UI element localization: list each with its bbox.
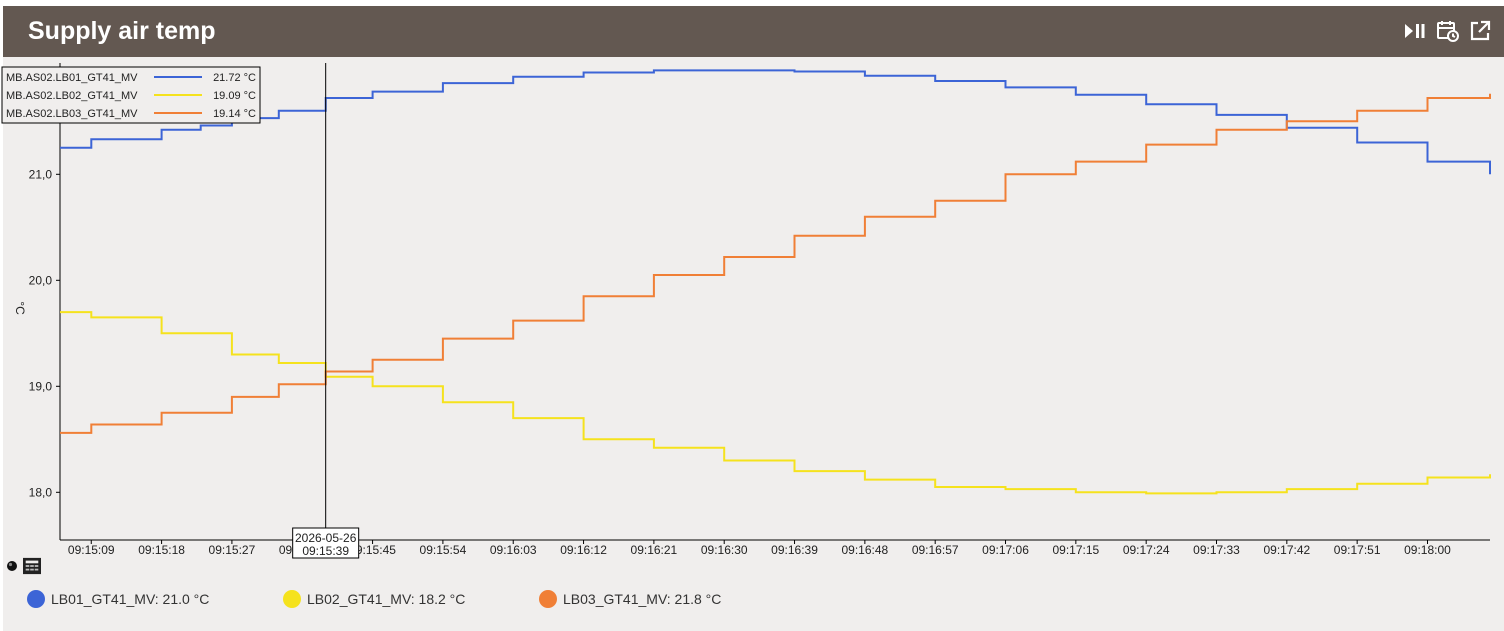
point-marker-icon[interactable] [3, 557, 21, 575]
panel-title: Supply air temp [28, 17, 216, 45]
cursor-date: 2026-05-26 [295, 531, 357, 545]
x-tick-label: 09:17:06 [982, 543, 1029, 557]
legend-item-lb02[interactable]: LB02_GT41_MV: 18.2 °C [283, 587, 465, 611]
series-line [60, 311, 1491, 495]
cursor-label-frame [292, 527, 360, 559]
y-tick-label: 18,0 [29, 485, 53, 499]
value-tooltip: MB.AS02.LB01_GT41_MV 21.72 °C MB.AS02.LB02… [1, 66, 261, 124]
series-line [60, 93, 1491, 434]
y-tick-label: 21,0 [29, 167, 53, 181]
x-tick-label: 09:15:27 [209, 543, 256, 557]
legend-item-lb03[interactable]: LB03_GT41_MV: 21.8 °C [539, 587, 721, 611]
legend-item-lb01[interactable]: LB01_GT41_MV: 21.0 °C [27, 587, 209, 611]
tooltip-frame [1, 66, 261, 124]
x-tick-label: 09:15:54 [420, 543, 467, 557]
legend-label: LB01_GT41_MV: 21.0 °C [51, 591, 210, 607]
x-tick-label: 09:16:12 [560, 543, 607, 557]
legend-label: LB02_GT41_MV: 18.2 °C [307, 591, 466, 607]
tooltip-series-value: 19.14 °C [213, 108, 256, 120]
x-axis: 09:15:0909:15:1809:15:2709:15:3609:15:45… [60, 539, 1490, 557]
play-pause-icon[interactable] [1402, 18, 1428, 44]
series-layer [60, 69, 1491, 495]
x-tick-label: 09:16:48 [842, 543, 889, 557]
tooltip-series-name: MB.AS02.LB02_GT41_MV [6, 90, 138, 102]
tooltip-series-name: MB.AS02.LB01_GT41_MV [6, 72, 138, 84]
line-chart[interactable]: 18,0 19,0 20,0 21,0 °C 09:15:09 09:15:18 09:15… [0, 0, 1504, 585]
x-tick-label: 09:17:24 [1123, 543, 1170, 557]
x-tick-label: 09:16:39 [771, 543, 818, 557]
open-external-icon[interactable] [1467, 18, 1493, 44]
y-axis: 18,0 19,0 20,0 21,0 °C [13, 63, 61, 540]
tooltip-series-name: MB.AS02.LB03_GT41_MV [6, 108, 138, 120]
x-tick-label: 09:16:30 [701, 543, 748, 557]
x-tick-label: 09:15:18 [138, 543, 185, 557]
x-tick-label: 09:16:03 [490, 543, 537, 557]
x-tick-label: 09:17:33 [1193, 543, 1240, 557]
x-tick-label: 09:16:21 [631, 543, 678, 557]
legend-label: LB03_GT41_MV: 21.8 °C [563, 591, 722, 607]
x-tick-label: 09:17:51 [1334, 543, 1381, 557]
calendar-clock-icon[interactable] [1435, 18, 1461, 44]
x-tick-label: 09:15:45 [349, 543, 396, 557]
series-line [60, 69, 1491, 175]
table-icon[interactable] [23, 557, 41, 575]
x-tick-label: 09:16:57 [912, 543, 959, 557]
y-tick-label: 19,0 [29, 379, 53, 393]
tooltip-series-value: 21.72 °C [213, 72, 256, 84]
legend-dot [539, 590, 557, 608]
panel-header: Supply air temp [3, 6, 1504, 57]
x-tick-label: 09:17:42 [1263, 543, 1310, 557]
x-tick-label: 09:18:00 [1404, 543, 1451, 557]
tooltip-series-value: 19.09 °C [213, 90, 256, 102]
legend-dot [283, 590, 301, 608]
x-tick-label: 09:15:09 [68, 543, 115, 557]
y-axis-label: °C [13, 301, 27, 315]
x-tick-label: 09:17:15 [1052, 543, 1099, 557]
y-tick-label: 20,0 [29, 273, 53, 287]
cursor-time: 09:15:39 [302, 544, 349, 558]
legend-dot [27, 590, 45, 608]
